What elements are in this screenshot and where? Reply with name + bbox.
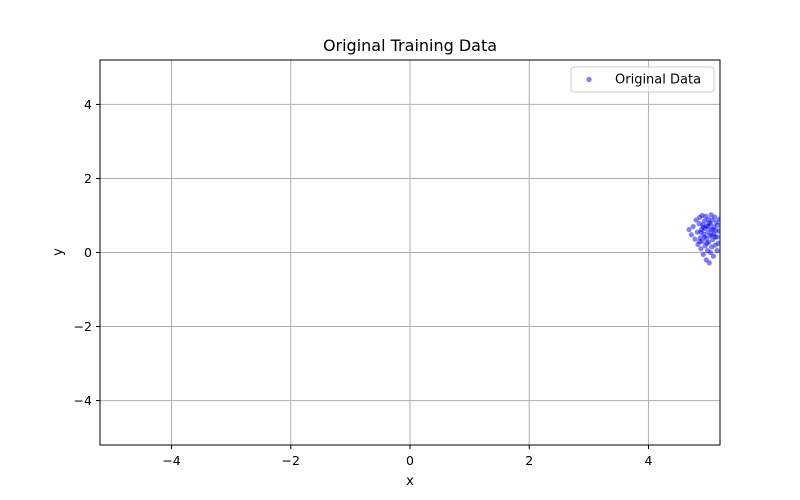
data-point [698,246,704,252]
x-axis-label: x [406,474,414,489]
data-point [701,234,708,240]
data-point [690,223,696,230]
data-point [714,248,720,254]
data-point [700,251,706,257]
data-point [694,229,700,235]
data-point [715,222,720,228]
data-point [697,238,703,244]
x-tick-label: −4 [162,453,180,468]
data-point [692,236,698,242]
data-point [706,260,712,266]
y-tick-label: 2 [84,171,92,186]
data-point [712,234,718,240]
data-point [712,214,718,220]
data-point [715,240,720,246]
chart-title: Original Training Data [323,36,497,55]
legend-label-original-data: Original Data [615,73,701,88]
x-tick-label: 2 [525,453,533,468]
grid-lines [100,60,720,445]
x-tick-label: −2 [282,453,300,468]
x-tick-label: 4 [644,453,652,468]
y-tick-label: −2 [74,319,92,334]
data-point [688,232,694,238]
data-point [716,216,720,222]
y-tick-label: −4 [74,393,92,408]
y-axis-label: y [51,248,66,256]
data-point [707,249,714,256]
data-point [710,226,716,233]
data-point [707,221,714,227]
data-point [693,217,699,223]
y-tick-label: 4 [84,97,92,112]
legend: Original Data [570,66,715,93]
data-point [686,226,692,233]
data-point [698,229,704,235]
legend-box [570,66,715,93]
data-point [710,253,717,259]
data-point [716,228,720,234]
x-tick-label: 0 [406,453,414,468]
data-points [686,212,720,266]
data-point [700,224,706,230]
axis-ticks: −4 −2 0 2 4 −4 −2 0 2 4 [74,97,653,468]
legend-marker [586,76,592,83]
y-tick-label: 0 [84,245,92,260]
data-point [704,240,710,246]
